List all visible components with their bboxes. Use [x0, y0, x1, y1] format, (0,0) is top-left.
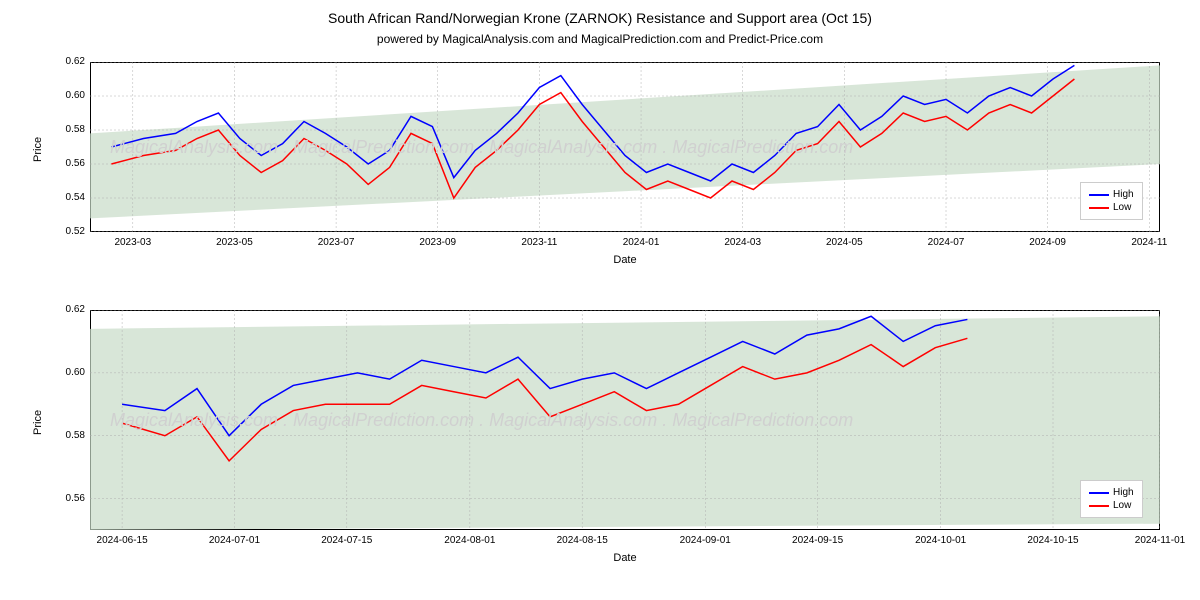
legend-item: High [1089, 487, 1134, 498]
chart2-y-label: Price [32, 410, 44, 435]
y-tick-label: 0.60 [45, 90, 85, 101]
x-tick-label: 2024-10-15 [1023, 535, 1083, 546]
legend-label: Low [1113, 500, 1131, 511]
x-tick-label: 2024-06-15 [92, 535, 152, 546]
legend-line-icon [1089, 492, 1109, 494]
x-tick-label: 2024-10-01 [911, 535, 971, 546]
y-tick-label: 0.60 [45, 367, 85, 378]
x-tick-label: 2023-09 [408, 237, 468, 248]
y-tick-label: 0.58 [45, 124, 85, 135]
chart2-legend: High Low [1080, 480, 1143, 518]
x-tick-label: 2024-01 [611, 237, 671, 248]
legend-item: Low [1089, 500, 1134, 511]
y-tick-label: 0.56 [45, 158, 85, 169]
x-tick-label: 2024-09-15 [788, 535, 848, 546]
x-tick-label: 2023-11 [509, 237, 569, 248]
legend-line-icon [1089, 207, 1109, 209]
chart1-y-label: Price [32, 137, 44, 162]
y-tick-label: 0.52 [45, 226, 85, 237]
x-tick-label: 2024-05 [814, 237, 874, 248]
x-tick-label: 2024-07-15 [317, 535, 377, 546]
chart1-plot [90, 62, 1160, 232]
legend-line-icon [1089, 194, 1109, 196]
x-tick-label: 2024-11 [1119, 237, 1179, 248]
x-tick-label: 2023-05 [204, 237, 264, 248]
x-tick-label: 2023-03 [103, 237, 163, 248]
x-tick-label: 2024-09 [1018, 237, 1078, 248]
y-tick-label: 0.62 [45, 56, 85, 67]
x-tick-label: 2024-08-15 [552, 535, 612, 546]
x-tick-label: 2024-08-01 [440, 535, 500, 546]
chart1-x-label: Date [90, 254, 1160, 266]
x-tick-label: 2023-07 [306, 237, 366, 248]
y-tick-label: 0.58 [45, 430, 85, 441]
x-tick-label: 2024-09-01 [675, 535, 735, 546]
y-tick-label: 0.54 [45, 192, 85, 203]
legend-label: High [1113, 487, 1134, 498]
x-tick-label: 2024-07 [916, 237, 976, 248]
chart1-legend: High Low [1080, 182, 1143, 220]
x-tick-label: 2024-07-01 [204, 535, 264, 546]
chart2-x-label: Date [90, 552, 1160, 564]
x-tick-label: 2024-03 [713, 237, 773, 248]
y-tick-label: 0.56 [45, 493, 85, 504]
x-tick-label: 2024-11-01 [1130, 535, 1190, 546]
legend-item: High [1089, 189, 1134, 200]
chart-subtitle: powered by MagicalAnalysis.com and Magic… [0, 32, 1200, 46]
chart-title: South African Rand/Norwegian Krone (ZARN… [0, 10, 1200, 26]
chart2-plot [90, 310, 1160, 530]
y-tick-label: 0.62 [45, 304, 85, 315]
legend-line-icon [1089, 505, 1109, 507]
legend-label: High [1113, 189, 1134, 200]
legend-label: Low [1113, 202, 1131, 213]
legend-item: Low [1089, 202, 1134, 213]
